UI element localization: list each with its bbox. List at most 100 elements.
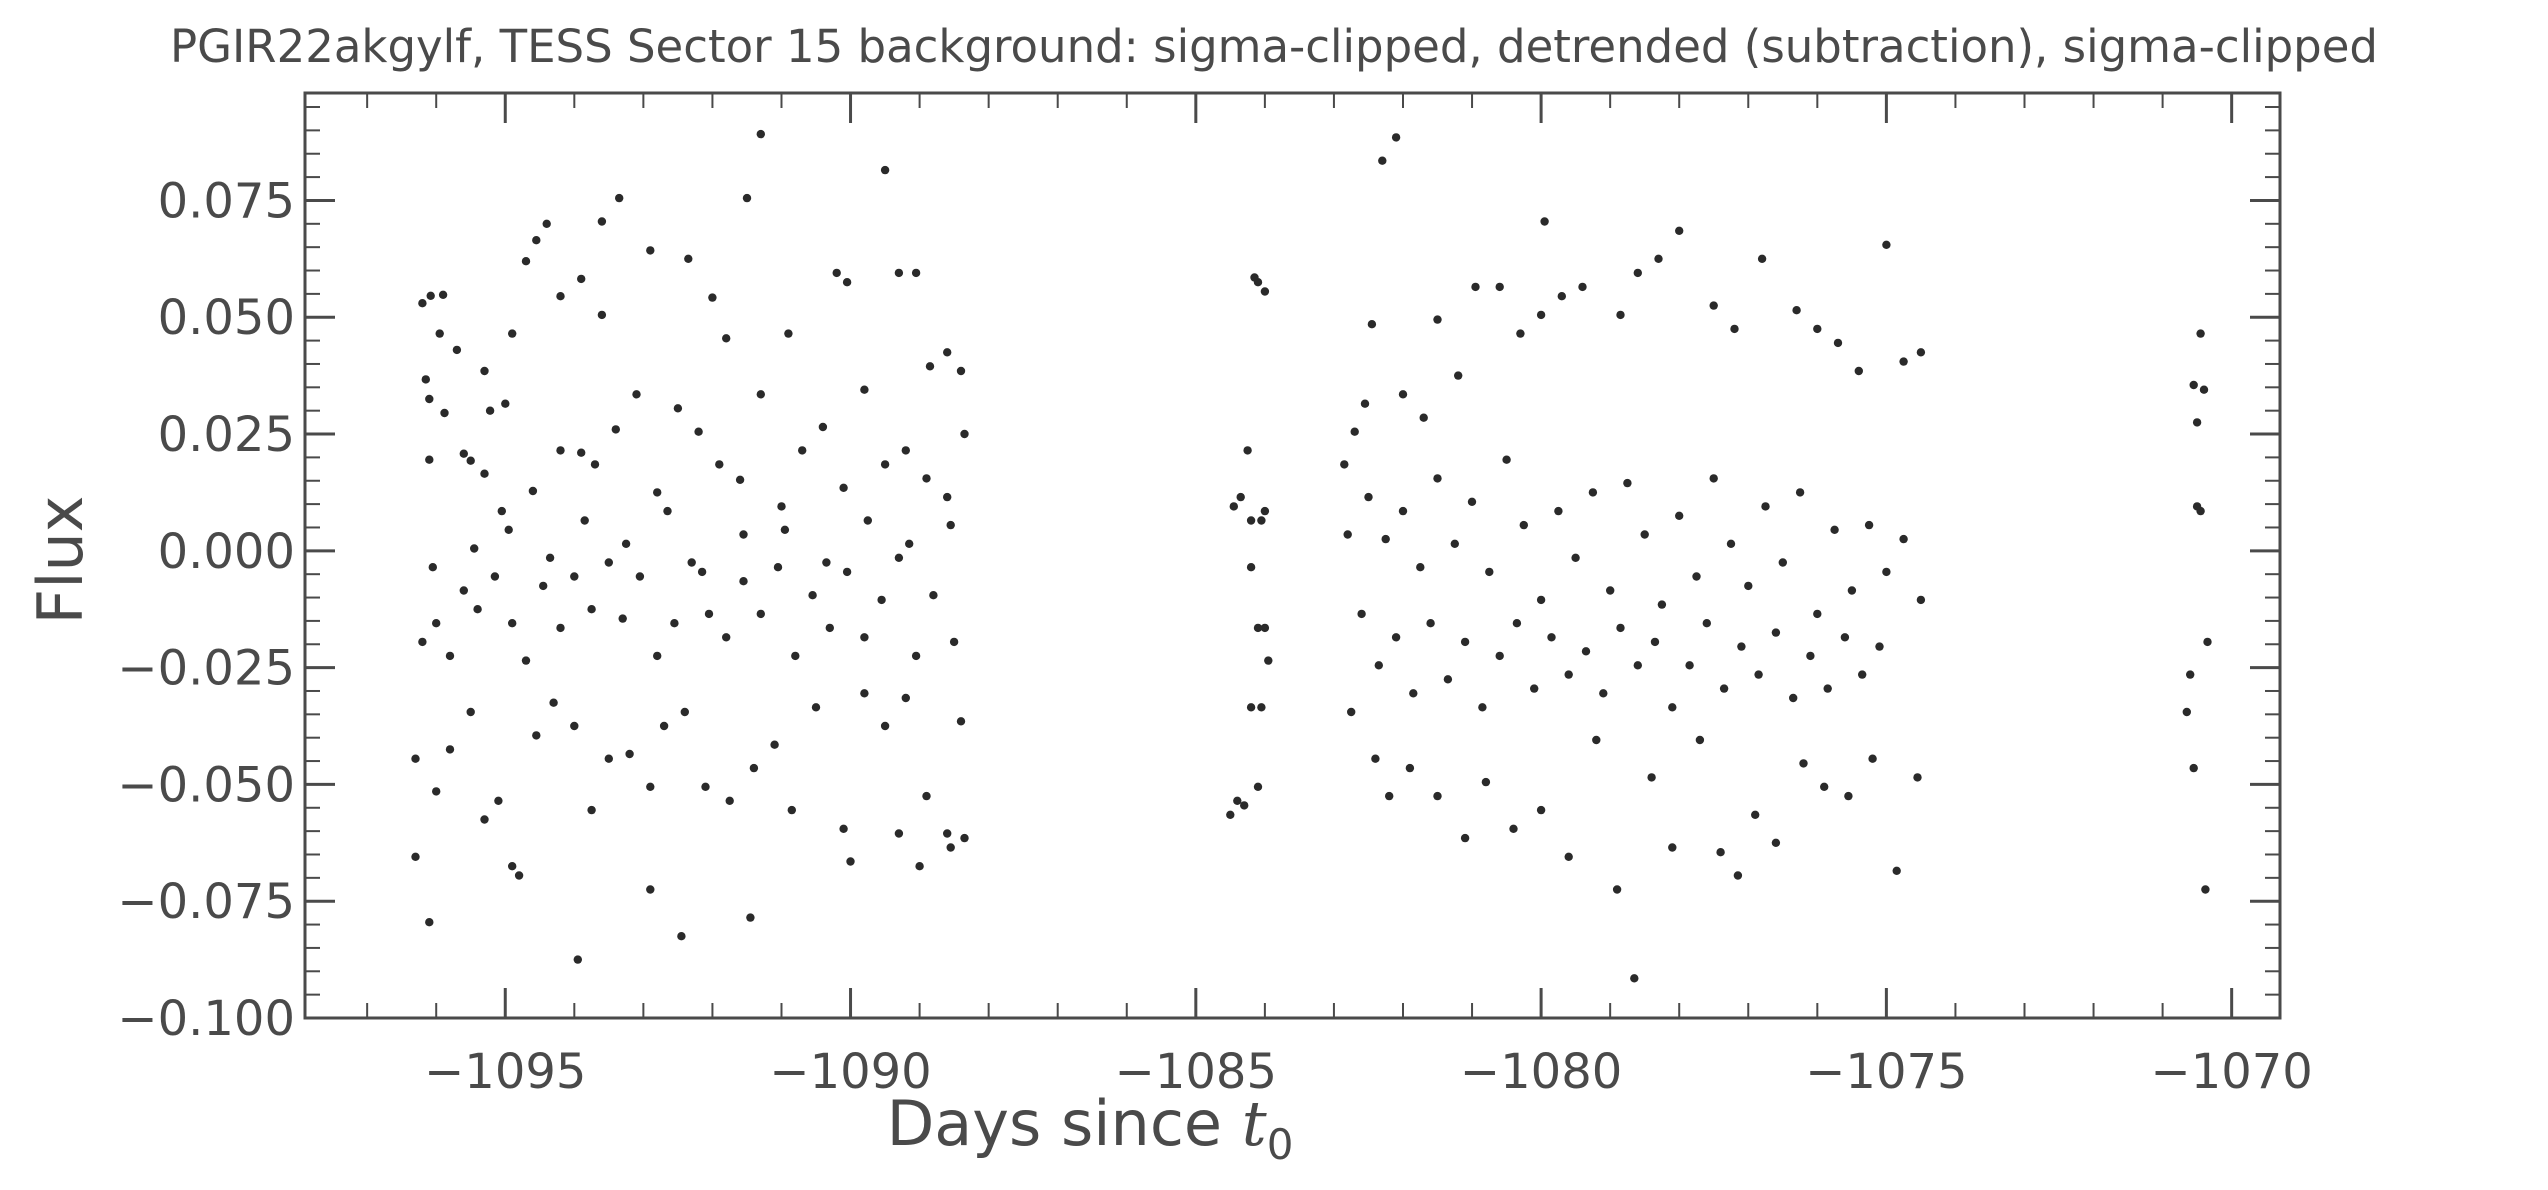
data-point [1702,619,1712,628]
data-point [597,310,607,320]
data-point [1343,530,1352,539]
data-point [877,595,886,605]
data-point [739,530,748,539]
data-point [411,852,420,861]
data-point [1754,670,1763,679]
data-point [1233,796,1242,805]
data-point [746,913,755,922]
data-point [435,329,444,338]
data-point [1229,502,1239,511]
data-point [418,299,427,308]
data-point [1467,497,1477,506]
data-point [901,446,910,455]
data-point [1813,609,1822,619]
data-point [508,862,517,871]
x-tick-label: −1075 [1805,1044,1967,1100]
data-point [556,446,565,455]
x-tick-label: −1095 [424,1044,586,1100]
data-point [943,348,952,357]
data-point [494,796,503,805]
data-point [1599,689,1608,698]
data-point [1433,474,1442,483]
data-point [1899,534,1908,544]
data-point [1509,824,1518,833]
data-point [485,406,495,415]
data-point [577,274,586,284]
data-point [860,633,869,642]
data-point [1840,633,1850,642]
data-point [580,516,589,525]
data-point [1795,488,1805,497]
data-point [1536,805,1546,815]
data-point [1381,534,1390,544]
data-point [663,506,672,516]
data-point [1371,754,1380,763]
data-point [1485,567,1494,577]
data-point [1416,563,1425,572]
data-point [1592,735,1601,745]
data-point [1246,703,1256,712]
data-point [708,293,717,302]
data-point [1806,651,1815,661]
data-point [556,292,565,301]
data-point [680,707,689,717]
data-point [1844,791,1853,801]
data-point [1236,492,1245,502]
y-tick-label: −0.025 [117,641,295,697]
data-point [832,268,841,278]
y-tick-label: −0.075 [117,874,295,930]
data-point [1864,520,1874,530]
data-point [432,787,441,796]
data-point [1564,852,1573,861]
data-point [1398,390,1408,399]
data-point [508,329,517,338]
data-point [1761,502,1770,511]
y-tick-label: 0.025 [158,407,295,463]
data-point [1726,539,1736,548]
data-point [1833,338,1843,348]
data-point [1581,647,1591,656]
data-point [1391,133,1401,142]
data-point [539,581,548,591]
data-point [2196,506,2205,516]
data-point [1733,871,1743,880]
data-point [701,782,710,791]
data-point [1612,885,1622,894]
data-point [428,563,437,572]
data-point [808,591,817,600]
data-point [722,334,731,343]
data-point [1260,623,1270,633]
data-point [1757,254,1767,263]
data-point [780,525,790,534]
data-point [604,754,613,763]
data-point [646,246,655,255]
data-point [425,455,434,464]
data-point [521,257,531,266]
data-point [863,516,872,525]
data-point [2189,380,2198,390]
y-tick-label: 0.075 [158,173,295,229]
data-point [784,329,793,338]
data-point [1253,278,1263,287]
data-point [1398,506,1408,516]
data-point [1495,282,1504,292]
data-point [611,425,620,434]
data-point [1668,843,1677,852]
data-point [1799,759,1808,768]
data-point [791,651,800,661]
data-point [470,544,479,553]
data-point [2192,418,2202,427]
data-point [1623,478,1632,488]
data-point [704,609,714,619]
y-tick-label: −0.050 [117,757,295,813]
data-point [818,422,828,432]
data-point [1540,217,1549,226]
data-point [946,520,955,530]
data-point [905,539,914,548]
data-point [542,219,551,228]
x-tick-label: −1080 [1460,1044,1622,1100]
data-point [946,843,955,852]
data-point [1519,520,1529,530]
data-point [421,375,430,384]
data-point [1547,633,1556,642]
